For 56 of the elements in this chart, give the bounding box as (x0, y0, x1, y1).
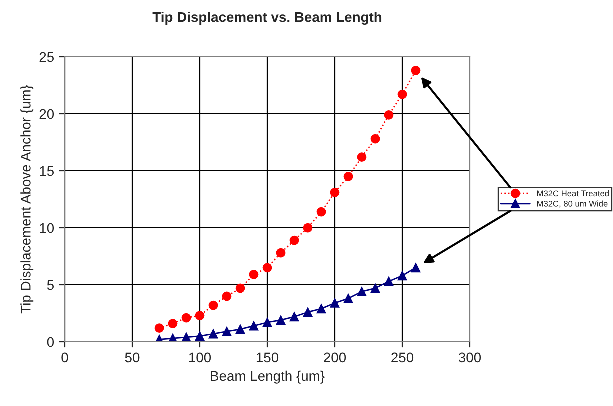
point (330, 188, 340, 198)
point (384, 276, 394, 286)
legend-label: M32C Heat Treated (537, 190, 609, 197)
point (195, 332, 205, 341)
x-tick-label: 0 (62, 352, 68, 363)
point (276, 248, 286, 258)
point (222, 327, 232, 336)
y-tick-label: 25 (40, 52, 54, 62)
y-tick-label: 15 (40, 166, 54, 176)
point (316, 207, 326, 217)
point (398, 90, 408, 100)
point (384, 110, 394, 120)
point (290, 236, 300, 246)
point (249, 270, 259, 280)
x-tick-label: 200 (324, 352, 346, 363)
point (276, 316, 286, 326)
point (411, 263, 421, 273)
y-tick-label: 5 (47, 280, 54, 290)
point (182, 313, 192, 323)
point (357, 152, 367, 162)
y-tick-label: 20 (40, 109, 54, 120)
point (236, 324, 246, 334)
x-axis-title: Beam Length {um} (211, 370, 325, 384)
x-tick-label: 150 (256, 352, 279, 363)
x-tick-label: 300 (458, 352, 482, 363)
point (182, 332, 192, 342)
point (316, 304, 326, 314)
y-tick-label: 10 (40, 223, 54, 234)
x-tick-label: 50 (125, 352, 140, 363)
point (154, 324, 164, 334)
point (303, 223, 313, 233)
x-tick-label: 100 (189, 352, 212, 363)
point (303, 308, 313, 318)
point (262, 263, 272, 273)
x-tick-label: 250 (392, 352, 414, 363)
point (208, 300, 218, 310)
point (398, 271, 408, 281)
point (330, 298, 340, 308)
point (195, 311, 205, 320)
point (168, 319, 178, 328)
point (290, 312, 300, 322)
point (249, 321, 259, 331)
y-axis-title: Tip Displacement Above Anchor {um} (20, 85, 34, 314)
point (222, 292, 232, 302)
chart-title: Tip Displacement vs. Beam Length (152, 12, 382, 26)
legend-label: M32C, 80 um Wide (537, 200, 608, 208)
point (411, 66, 421, 76)
point (357, 287, 367, 297)
point (262, 318, 272, 328)
point (208, 329, 218, 339)
y-tick-label: 0 (47, 337, 54, 348)
point (370, 284, 380, 294)
point (370, 134, 380, 144)
point (344, 294, 354, 304)
point (236, 284, 246, 294)
point (344, 172, 354, 182)
